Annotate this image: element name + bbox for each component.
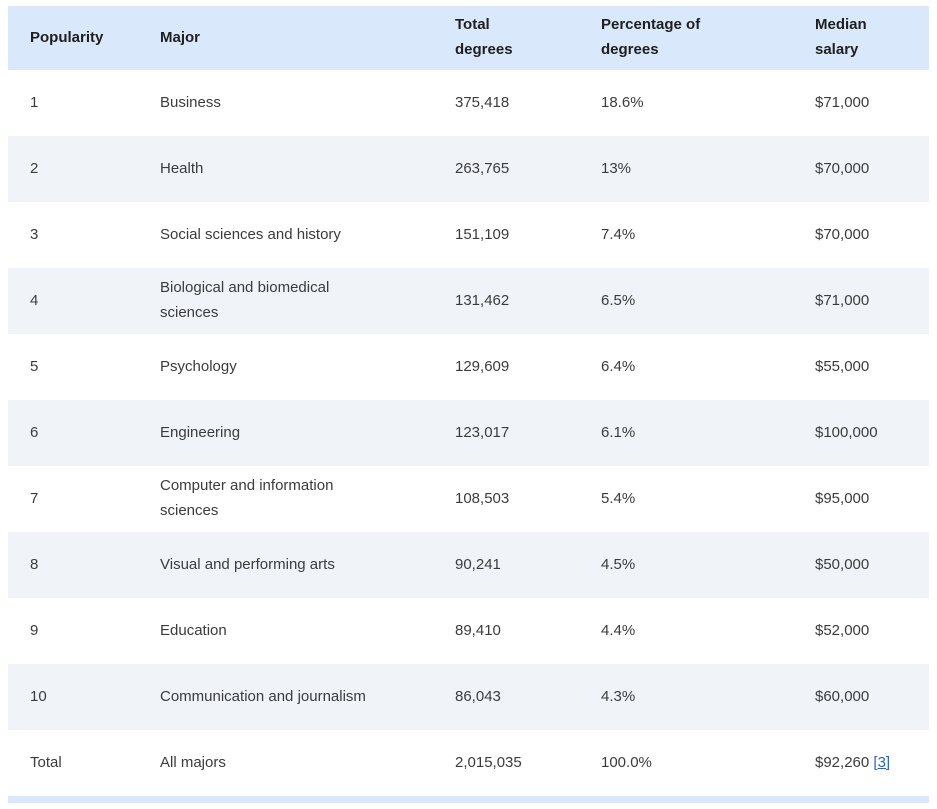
- table-row: 10 Communication and journalism 86,043 4.3%…: [8, 664, 929, 730]
- footnote-link[interactable]: [3]: [873, 753, 891, 771]
- table-row: 6 Engineering 123,017 6.1% $100,000: [8, 400, 929, 466]
- header-row: Popularity Major Total degrees Percentag…: [8, 6, 929, 70]
- cell-popularity: 5: [8, 334, 138, 400]
- cell-total-degrees: 108,503: [433, 466, 579, 532]
- table-row: 8 Visual and performing arts 90,241 4.5% $50…: [8, 532, 929, 598]
- cell-percentage-of-degrees: 18.6%: [579, 70, 793, 136]
- cell-median-salary: $95,000: [793, 466, 929, 532]
- column-header-major: Major: [138, 6, 433, 70]
- cell-popularity: 8: [8, 532, 138, 598]
- cell-total-degrees: 89,410: [433, 598, 579, 664]
- table-row: 5 Psychology 129,609 6.4% $55,000: [8, 334, 929, 400]
- table-row: 1 Business 375,418 18.6% $71,000: [8, 70, 929, 136]
- column-header-percentage-of-degrees: Percentage of degrees: [579, 6, 793, 70]
- majors-table: Popularity Major Total degrees Percentag…: [8, 6, 929, 796]
- table-row: 2 Health 263,765 13% $70,000: [8, 136, 929, 202]
- cell-major: Business: [138, 70, 433, 136]
- cell-percentage-of-degrees: 4.3%: [579, 664, 793, 730]
- cell-major: Biological and biomedical sciences: [138, 268, 433, 334]
- cell-popularity: 4: [8, 268, 138, 334]
- table-row: 4 Biological and biomedical sciences 131,4…: [8, 268, 929, 334]
- cell-total-degrees: 375,418: [433, 70, 579, 136]
- cell-median-salary: $92,260 [3]: [793, 730, 929, 796]
- cell-total-degrees: 131,462: [433, 268, 579, 334]
- cell-total-degrees: 151,109: [433, 202, 579, 268]
- cell-percentage-of-degrees: 5.4%: [579, 466, 793, 532]
- cell-median-salary: $55,000: [793, 334, 929, 400]
- cell-popularity: 9: [8, 598, 138, 664]
- cell-median-salary: $60,000: [793, 664, 929, 730]
- cell-major: Visual and performing arts: [138, 532, 433, 598]
- column-header-popularity: Popularity: [8, 6, 138, 70]
- cell-percentage-of-degrees: 6.4%: [579, 334, 793, 400]
- column-header-total-degrees: Total degrees: [433, 6, 579, 70]
- cell-total-degrees: 86,043: [433, 664, 579, 730]
- cell-percentage-of-degrees: 13%: [579, 136, 793, 202]
- cell-percentage-of-degrees: 6.5%: [579, 268, 793, 334]
- cell-median-salary: $71,000: [793, 268, 929, 334]
- cell-popularity: 10: [8, 664, 138, 730]
- cell-percentage-of-degrees: 100.0%: [579, 730, 793, 796]
- cell-total-degrees: 123,017: [433, 400, 579, 466]
- cell-median-salary: $71,000: [793, 70, 929, 136]
- cell-major: Psychology: [138, 334, 433, 400]
- cell-percentage-of-degrees: 4.4%: [579, 598, 793, 664]
- cell-major: Health: [138, 136, 433, 202]
- cell-total-degrees: 2,015,035: [433, 730, 579, 796]
- cell-major: Social sciences and history: [138, 202, 433, 268]
- cell-major: Computer and information sciences: [138, 466, 433, 532]
- cell-percentage-of-degrees: 7.4%: [579, 202, 793, 268]
- cell-total-degrees: 90,241: [433, 532, 579, 598]
- table-body: 1 Business 375,418 18.6% $71,000 2 Health 263,7…: [8, 70, 929, 796]
- cell-popularity: Total: [8, 730, 138, 796]
- cell-popularity: 1: [8, 70, 138, 136]
- table-bottom-strip: [8, 796, 929, 803]
- cell-percentage-of-degrees: 4.5%: [579, 532, 793, 598]
- cell-median-salary: $52,000: [793, 598, 929, 664]
- column-header-median-salary: Median salary: [793, 6, 929, 70]
- cell-total-degrees: 129,609: [433, 334, 579, 400]
- table-row: 9 Education 89,410 4.4% $52,000: [8, 598, 929, 664]
- table-row: 7 Computer and information sciences 108,50…: [8, 466, 929, 532]
- table-row: 3 Social sciences and history 151,109 7.4% $…: [8, 202, 929, 268]
- majors-table-container: Popularity Major Total degrees Percentag…: [8, 6, 929, 796]
- cell-median-salary: $100,000: [793, 400, 929, 466]
- total-row: Total All majors 2,015,035 100.0% $92,260 [3…: [8, 730, 929, 796]
- cell-popularity: 6: [8, 400, 138, 466]
- table-header: Popularity Major Total degrees Percentag…: [8, 6, 929, 70]
- cell-median-salary: $70,000: [793, 136, 929, 202]
- cell-major: Education: [138, 598, 433, 664]
- cell-popularity: 3: [8, 202, 138, 268]
- cell-median-salary: $50,000: [793, 532, 929, 598]
- cell-popularity: 7: [8, 466, 138, 532]
- cell-major: Engineering: [138, 400, 433, 466]
- cell-median-salary: $70,000: [793, 202, 929, 268]
- cell-total-degrees: 263,765: [433, 136, 579, 202]
- cell-percentage-of-degrees: 6.1%: [579, 400, 793, 466]
- cell-major: Communication and journalism: [138, 664, 433, 730]
- cell-popularity: 2: [8, 136, 138, 202]
- cell-major: All majors: [138, 730, 433, 796]
